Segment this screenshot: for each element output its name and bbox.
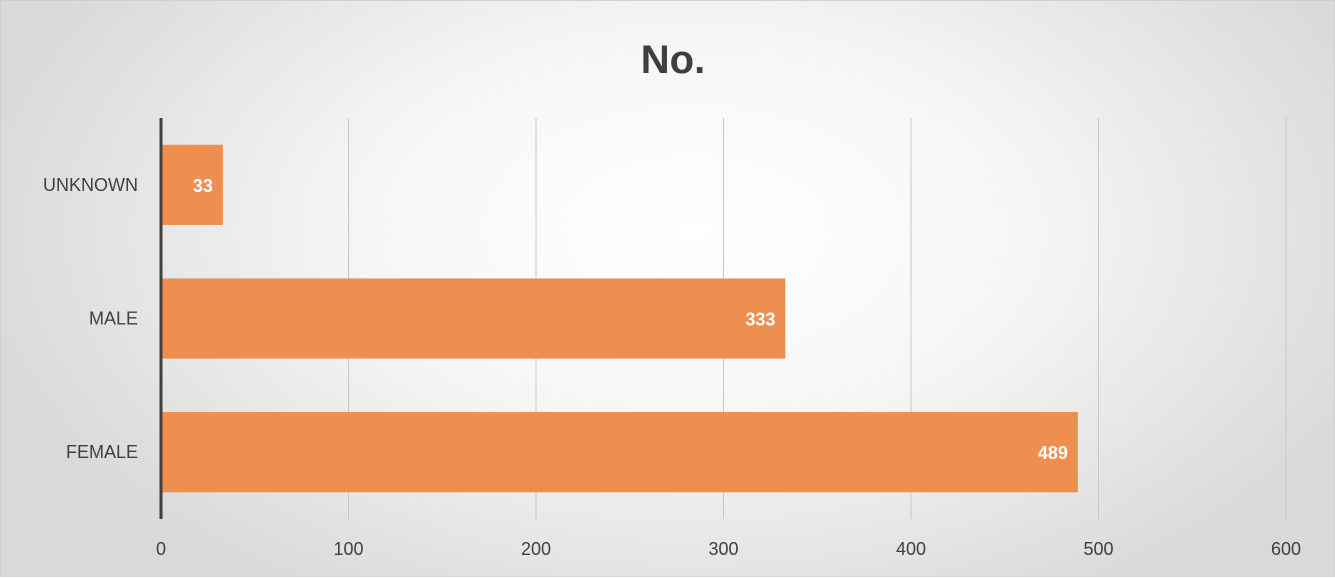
category-label-female: FEMALE: [66, 442, 138, 462]
data-label-male: 333: [745, 310, 775, 330]
x-tick-label-400: 400: [896, 539, 926, 559]
x-tick-label-500: 500: [1083, 539, 1113, 559]
category-label-unknown: UNKNOWN: [43, 175, 138, 195]
axes: 0 100 200 300 400 500 600 UNKNOWN MALE FEMALE: [43, 118, 1301, 559]
bar-female: [161, 412, 1078, 493]
data-label-unknown: 33: [193, 176, 213, 196]
x-tick-label-600: 600: [1271, 539, 1301, 559]
x-tick-label-100: 100: [333, 539, 363, 559]
bar-unknown: [161, 144, 223, 225]
chart-title: No.: [641, 38, 705, 82]
data-label-female: 489: [1038, 443, 1068, 463]
x-tick-label-0: 0: [156, 539, 166, 559]
bar-male: [161, 278, 786, 359]
x-tick-label-200: 200: [521, 539, 551, 559]
category-label-male: MALE: [89, 309, 138, 329]
x-tick-label-300: 300: [708, 539, 738, 559]
